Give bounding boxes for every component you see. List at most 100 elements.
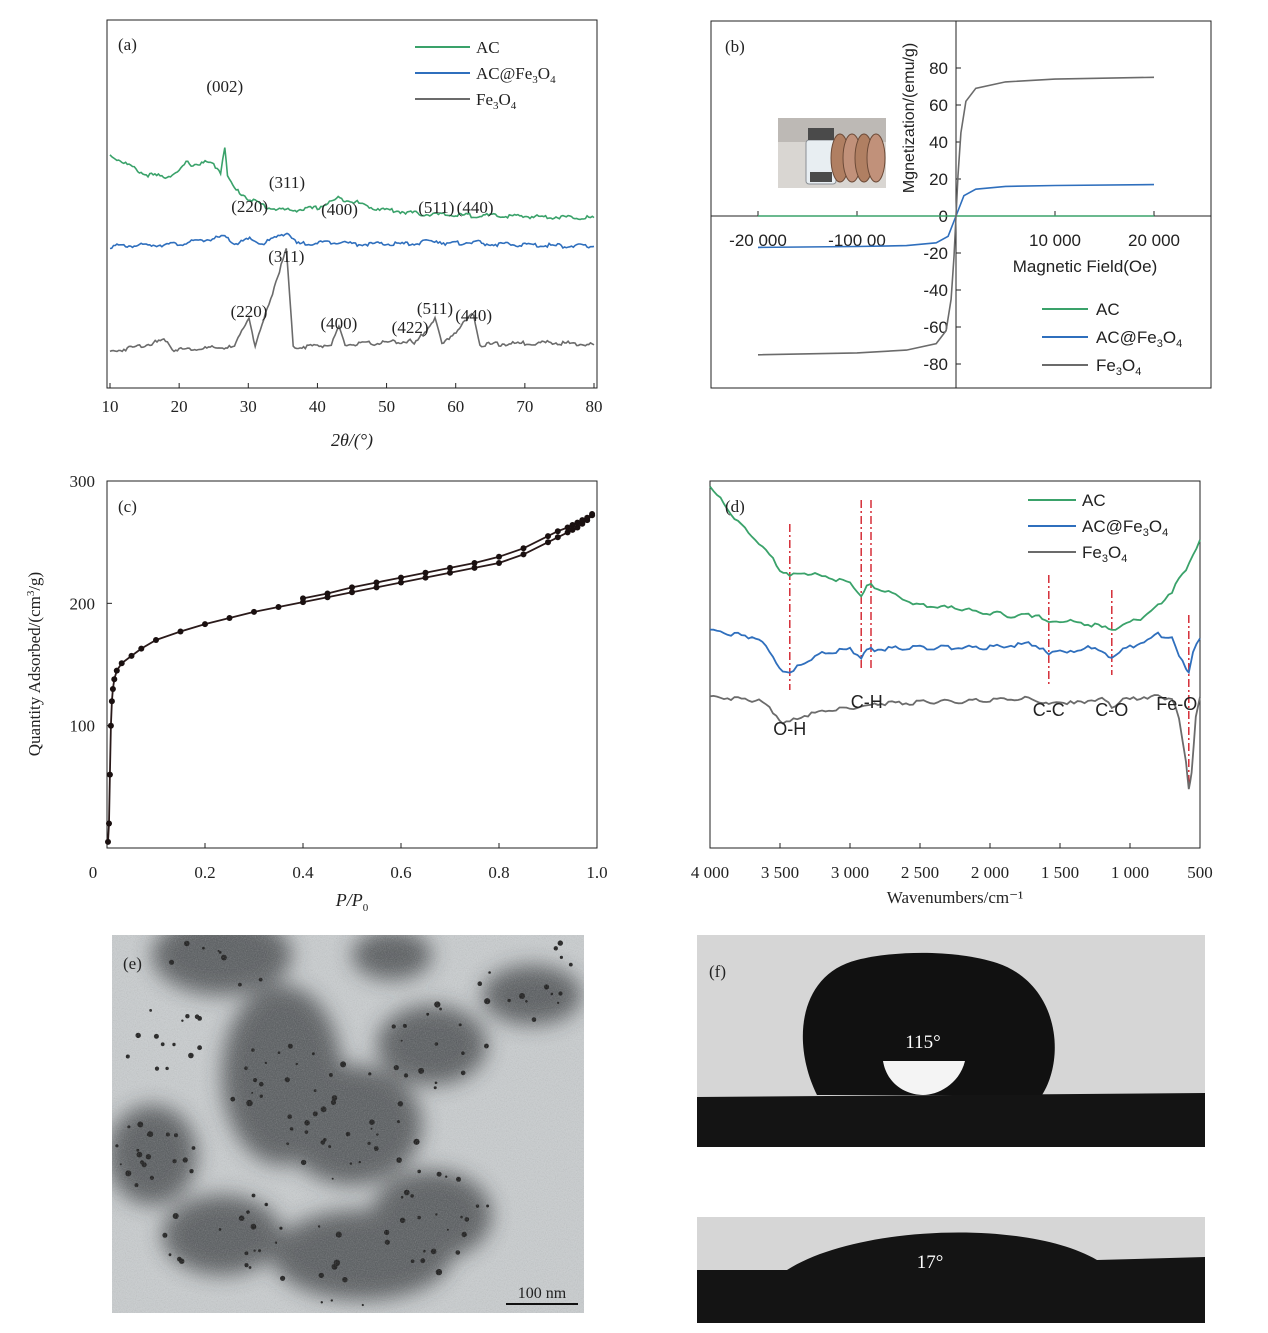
series-line-ac (109, 147, 595, 221)
peak-label: (422) (392, 318, 429, 337)
inset-vial-particles (810, 172, 832, 182)
peak-label: (002) (206, 77, 243, 96)
droplet-highlight (883, 1061, 965, 1095)
band-annotations: O-H C-H C-C C-O Fe-O (773, 692, 1197, 739)
isotherm-chart-svg: 0 0.2 0.4 0.6 0.8 1.0 100 200 300 (c) P/P0 Quant… (25, 472, 608, 914)
inset-magnets (830, 133, 886, 183)
x-tick-label: 20 000 (1128, 231, 1180, 250)
isotherm-point (564, 524, 571, 531)
band-label: O-H (773, 719, 806, 739)
isotherm-point (113, 667, 120, 674)
legend-label-ac: AC (1082, 491, 1106, 510)
legend-label-fe3o4: Fe3O4 (1096, 356, 1141, 378)
y-tick-label: 20 (929, 170, 948, 189)
peak-label: (511) (417, 299, 453, 318)
panel-a-xrd-chart: 10 20 30 40 50 60 70 80 (002) (220) (311) (400) (51… (0, 0, 620, 460)
x-tick-label: 60 (447, 397, 464, 416)
isotherm-point (554, 534, 561, 541)
y-tick-label: -20 (923, 244, 948, 263)
isotherm-point (564, 529, 571, 536)
water-droplet-top (802, 952, 1055, 1095)
isotherm-point (128, 652, 135, 659)
series-line-desorption (302, 513, 593, 600)
isotherm-point (349, 584, 355, 591)
y-tick-label: -40 (923, 281, 948, 300)
x-tick-label: 2 000 (971, 863, 1009, 882)
isotherm-point (108, 698, 115, 705)
tem-grain (112, 935, 584, 1313)
water-film-bottom (697, 1232, 1205, 1323)
ftir-chart-svg: 4 000 3 500 3 000 2 500 2 000 1 500 1 000 500 O… (691, 480, 1213, 907)
x-tick-label: 50 (378, 397, 395, 416)
isotherm-point (545, 533, 551, 540)
panel-label: (b) (725, 37, 745, 56)
peak-label: (220) (231, 302, 268, 321)
plot-frame (710, 20, 1212, 389)
x-tick-label: 0.6 (390, 863, 411, 882)
isotherm-point (496, 560, 502, 566)
isotherm-point (554, 528, 561, 535)
x-tick-label: 10 000 (1029, 231, 1081, 250)
isotherm-point (545, 539, 551, 546)
x-axis-label: P/P0 (335, 890, 369, 914)
isotherm-point (177, 628, 184, 635)
isotherm-point (422, 569, 429, 576)
reference-lines (789, 500, 1190, 790)
isotherm-point (584, 514, 591, 521)
isotherm-point (109, 686, 116, 692)
isotherm-point (447, 569, 453, 576)
peak-label: (400) (320, 314, 357, 333)
y-tick-label: -80 (923, 355, 948, 374)
isotherm-point (471, 560, 478, 566)
magnetization-series-group (757, 76, 1155, 356)
ftir-series-group (709, 486, 1201, 790)
isotherm-point (153, 637, 159, 643)
axes-group: 4 000 3 500 3 000 2 500 2 000 1 500 1 000 500 (691, 843, 1213, 882)
isotherm-point (373, 584, 380, 591)
isotherm-point (569, 522, 576, 528)
peak-label: (311) (268, 247, 304, 266)
band-label: C-H (851, 692, 883, 712)
panel-f-contact-angle-images: 115° (f) 17° (697, 935, 1205, 1325)
top-substrate (697, 1093, 1205, 1147)
y-tick-label: -60 (923, 318, 948, 337)
x-tick-label: 2 500 (901, 863, 939, 882)
x-tick-label: 500 (1187, 863, 1213, 882)
isotherm-point (373, 579, 380, 586)
band-label: Fe-O (1156, 694, 1197, 714)
isotherm-point (300, 595, 306, 602)
isotherm-series-group (105, 511, 596, 845)
contact-angle-bottom-photo: 17° (697, 1217, 1205, 1323)
y-tick-label: 100 (70, 717, 96, 736)
plot-frame (106, 480, 598, 849)
magnetization-chart-svg: -20 000 -100 00 10 000 20 000-80-60-40-2002… (710, 20, 1212, 389)
x-axis-label: 2θ/(°) (331, 430, 373, 451)
isotherm-point (520, 551, 527, 558)
isotherm-point (107, 722, 114, 729)
x-tick-label: 0.8 (488, 863, 509, 882)
panel-b-magnetization-chart: -20 000 -100 00 10 000 20 000 -80 -60 -40 -20 0 2… (700, 0, 1260, 400)
isotherm-point (520, 545, 527, 552)
panel-label: (f) (709, 962, 726, 981)
plot-frame (709, 480, 1201, 849)
contact-angle-top-photo: 115° (f) (697, 935, 1205, 1147)
band-label: C-O (1095, 700, 1128, 720)
isotherm-point (422, 574, 429, 581)
panel-c-isotherm-chart: 0 0.2 0.4 0.6 0.8 1.0 100 200 300 (c) P/P0 Quant… (0, 460, 640, 920)
series-line-ac-fe3o4 (109, 232, 595, 250)
y-axis-label: Quantity Adsorbed/(cm3/g) (25, 572, 44, 756)
legend-label-fe3o4: Fe3O4 (1082, 543, 1127, 565)
panel-e-tem-image: (e) 100 nm (107, 915, 584, 1313)
isotherm-point (105, 838, 111, 845)
x-tick-label: 1 500 (1041, 863, 1079, 882)
x-tick-label: 80 (586, 397, 603, 416)
series-line-adsorption (107, 514, 593, 842)
panel-label: (a) (118, 35, 137, 54)
axes-group: 0 0.2 0.4 0.6 0.8 1.0 100 200 300 (70, 472, 608, 882)
legend-label-ac-fe3o4: AC@Fe3O4 (476, 64, 556, 86)
x-tick-label: 20 (171, 397, 188, 416)
isotherm-point (574, 524, 581, 531)
isotherm-point (106, 771, 113, 778)
x-tick-label: 1 000 (1111, 863, 1149, 882)
isotherm-point (226, 615, 233, 621)
